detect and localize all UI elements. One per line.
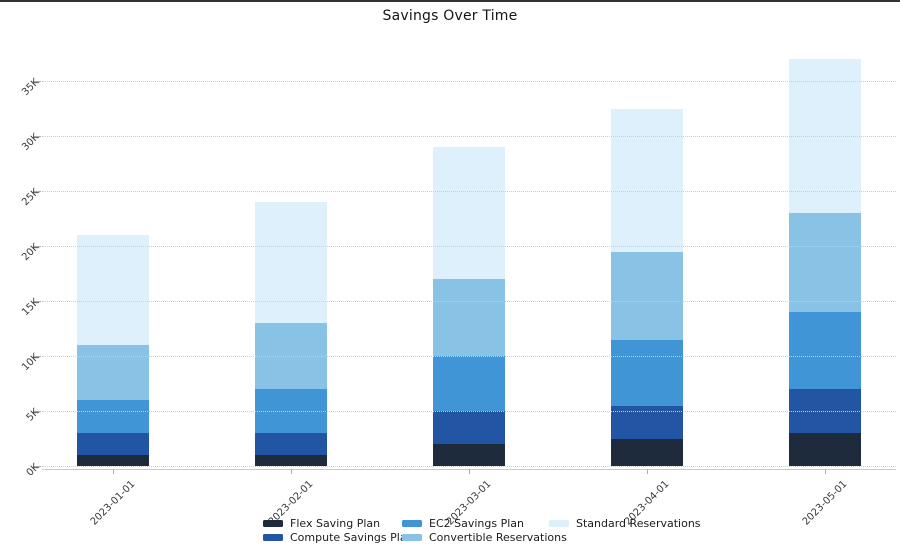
y-axis-tick: [34, 466, 41, 467]
x-axis-tick: [469, 469, 470, 474]
y-axis-tick: [34, 246, 41, 247]
y-axis-tick: [34, 191, 41, 192]
bar-segment-convertible-reservations: [789, 213, 861, 312]
y-axis-tick-label: 30K: [20, 131, 42, 154]
gridline: [42, 81, 896, 82]
gridline: [42, 356, 896, 357]
bar-segment-convertible-reservations: [433, 279, 505, 356]
bar-segment-flex-saving-plan: [77, 455, 149, 466]
bar-segment-flex-saving-plan: [433, 444, 505, 466]
bar-segment-ec2-savings-plan: [611, 339, 683, 406]
chart-title: Savings Over Time: [382, 8, 518, 24]
bar-segment-ec2-savings-plan: [789, 312, 861, 389]
bar-segment-compute-savings-plan: [255, 433, 327, 455]
y-axis-tick-label: 20K: [20, 241, 42, 264]
x-axis-tick-label: 2023-04-01: [622, 478, 672, 528]
x-axis-tick-label: 2023-03-01: [444, 478, 494, 528]
bar-segment-flex-saving-plan: [255, 455, 327, 466]
bar-segment-flex-saving-plan: [789, 433, 861, 466]
bar-segment-ec2-savings-plan: [433, 356, 505, 411]
y-axis-tick: [34, 136, 41, 137]
y-axis-tick-label: 35K: [20, 76, 42, 99]
x-axis-tick: [647, 469, 648, 474]
gridline: [42, 466, 896, 467]
y-axis-tick: [34, 356, 41, 357]
bar-segment-convertible-reservations: [611, 251, 683, 340]
x-axis-tick-label: 2023-05-01: [800, 478, 850, 528]
y-axis-tick-label: 15K: [20, 296, 42, 319]
bar-segment-compute-savings-plan: [77, 433, 149, 455]
y-axis-tick: [34, 411, 41, 412]
y-axis-tick: [34, 301, 41, 302]
y-axis-tick-label: 0K: [24, 461, 42, 479]
bar-segment-flex-saving-plan: [611, 438, 683, 466]
gridline: [42, 191, 896, 192]
gridline: [42, 136, 896, 137]
bar-segment-standard-reservations: [611, 108, 683, 252]
gridline: [42, 411, 896, 412]
window-top-border: [0, 0, 900, 2]
bar-segment-standard-reservations: [255, 202, 327, 323]
y-axis-tick-label: 10K: [20, 351, 42, 374]
x-axis-tick: [113, 469, 114, 474]
gridline: [42, 246, 896, 247]
y-axis-tick-label: 25K: [20, 186, 42, 209]
bar-segment-ec2-savings-plan: [77, 400, 149, 433]
y-axis-tick: [34, 81, 41, 82]
bar-segment-standard-reservations: [433, 147, 505, 279]
y-axis-tick-label: 5K: [24, 406, 42, 424]
bar-segment-compute-savings-plan: [433, 411, 505, 444]
bar-segment-standard-reservations: [77, 235, 149, 345]
x-axis-tick: [291, 469, 292, 474]
x-axis-tick-label: 2023-02-01: [266, 478, 316, 528]
x-axis-tick-label: 2023-01-01: [88, 478, 138, 528]
x-axis-tick: [825, 469, 826, 474]
bar-segment-convertible-reservations: [77, 345, 149, 400]
gridline: [42, 301, 896, 302]
